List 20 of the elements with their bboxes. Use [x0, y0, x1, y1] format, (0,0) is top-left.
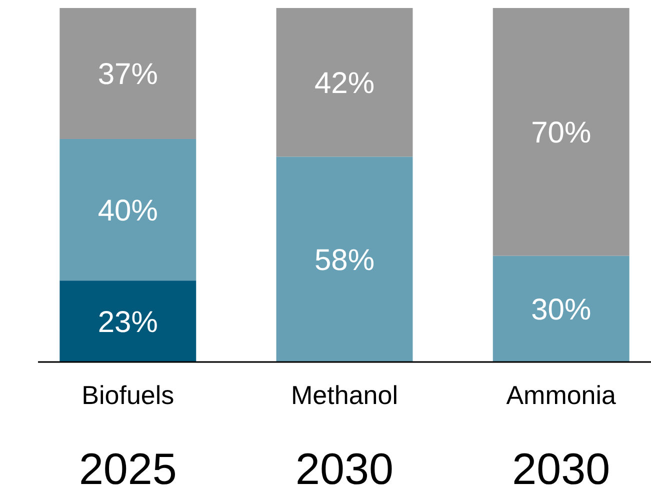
bar: [60, 8, 196, 139]
bar: [276, 156, 413, 362]
bar: [492, 256, 630, 362]
data-label: 42%: [314, 66, 375, 100]
data-label: 30%: [531, 293, 592, 326]
data-label: 58%: [314, 244, 375, 277]
bar: [60, 138, 196, 281]
text: 2030: [512, 445, 610, 491]
x-tick-label: Biofuels: [82, 380, 174, 410]
data-label: 40%: [98, 194, 158, 228]
x-tick-label: Methanol: [291, 380, 398, 410]
bar: [276, 8, 413, 157]
data-label: 70%: [531, 116, 592, 150]
bar: [60, 280, 196, 362]
text: 2030: [296, 445, 394, 491]
x-tick-label: Ammonia: [506, 380, 617, 410]
bar: [492, 8, 630, 256]
data-label: 37%: [98, 58, 158, 91]
text: 2025: [78, 445, 177, 491]
data-label: 23%: [98, 306, 158, 339]
